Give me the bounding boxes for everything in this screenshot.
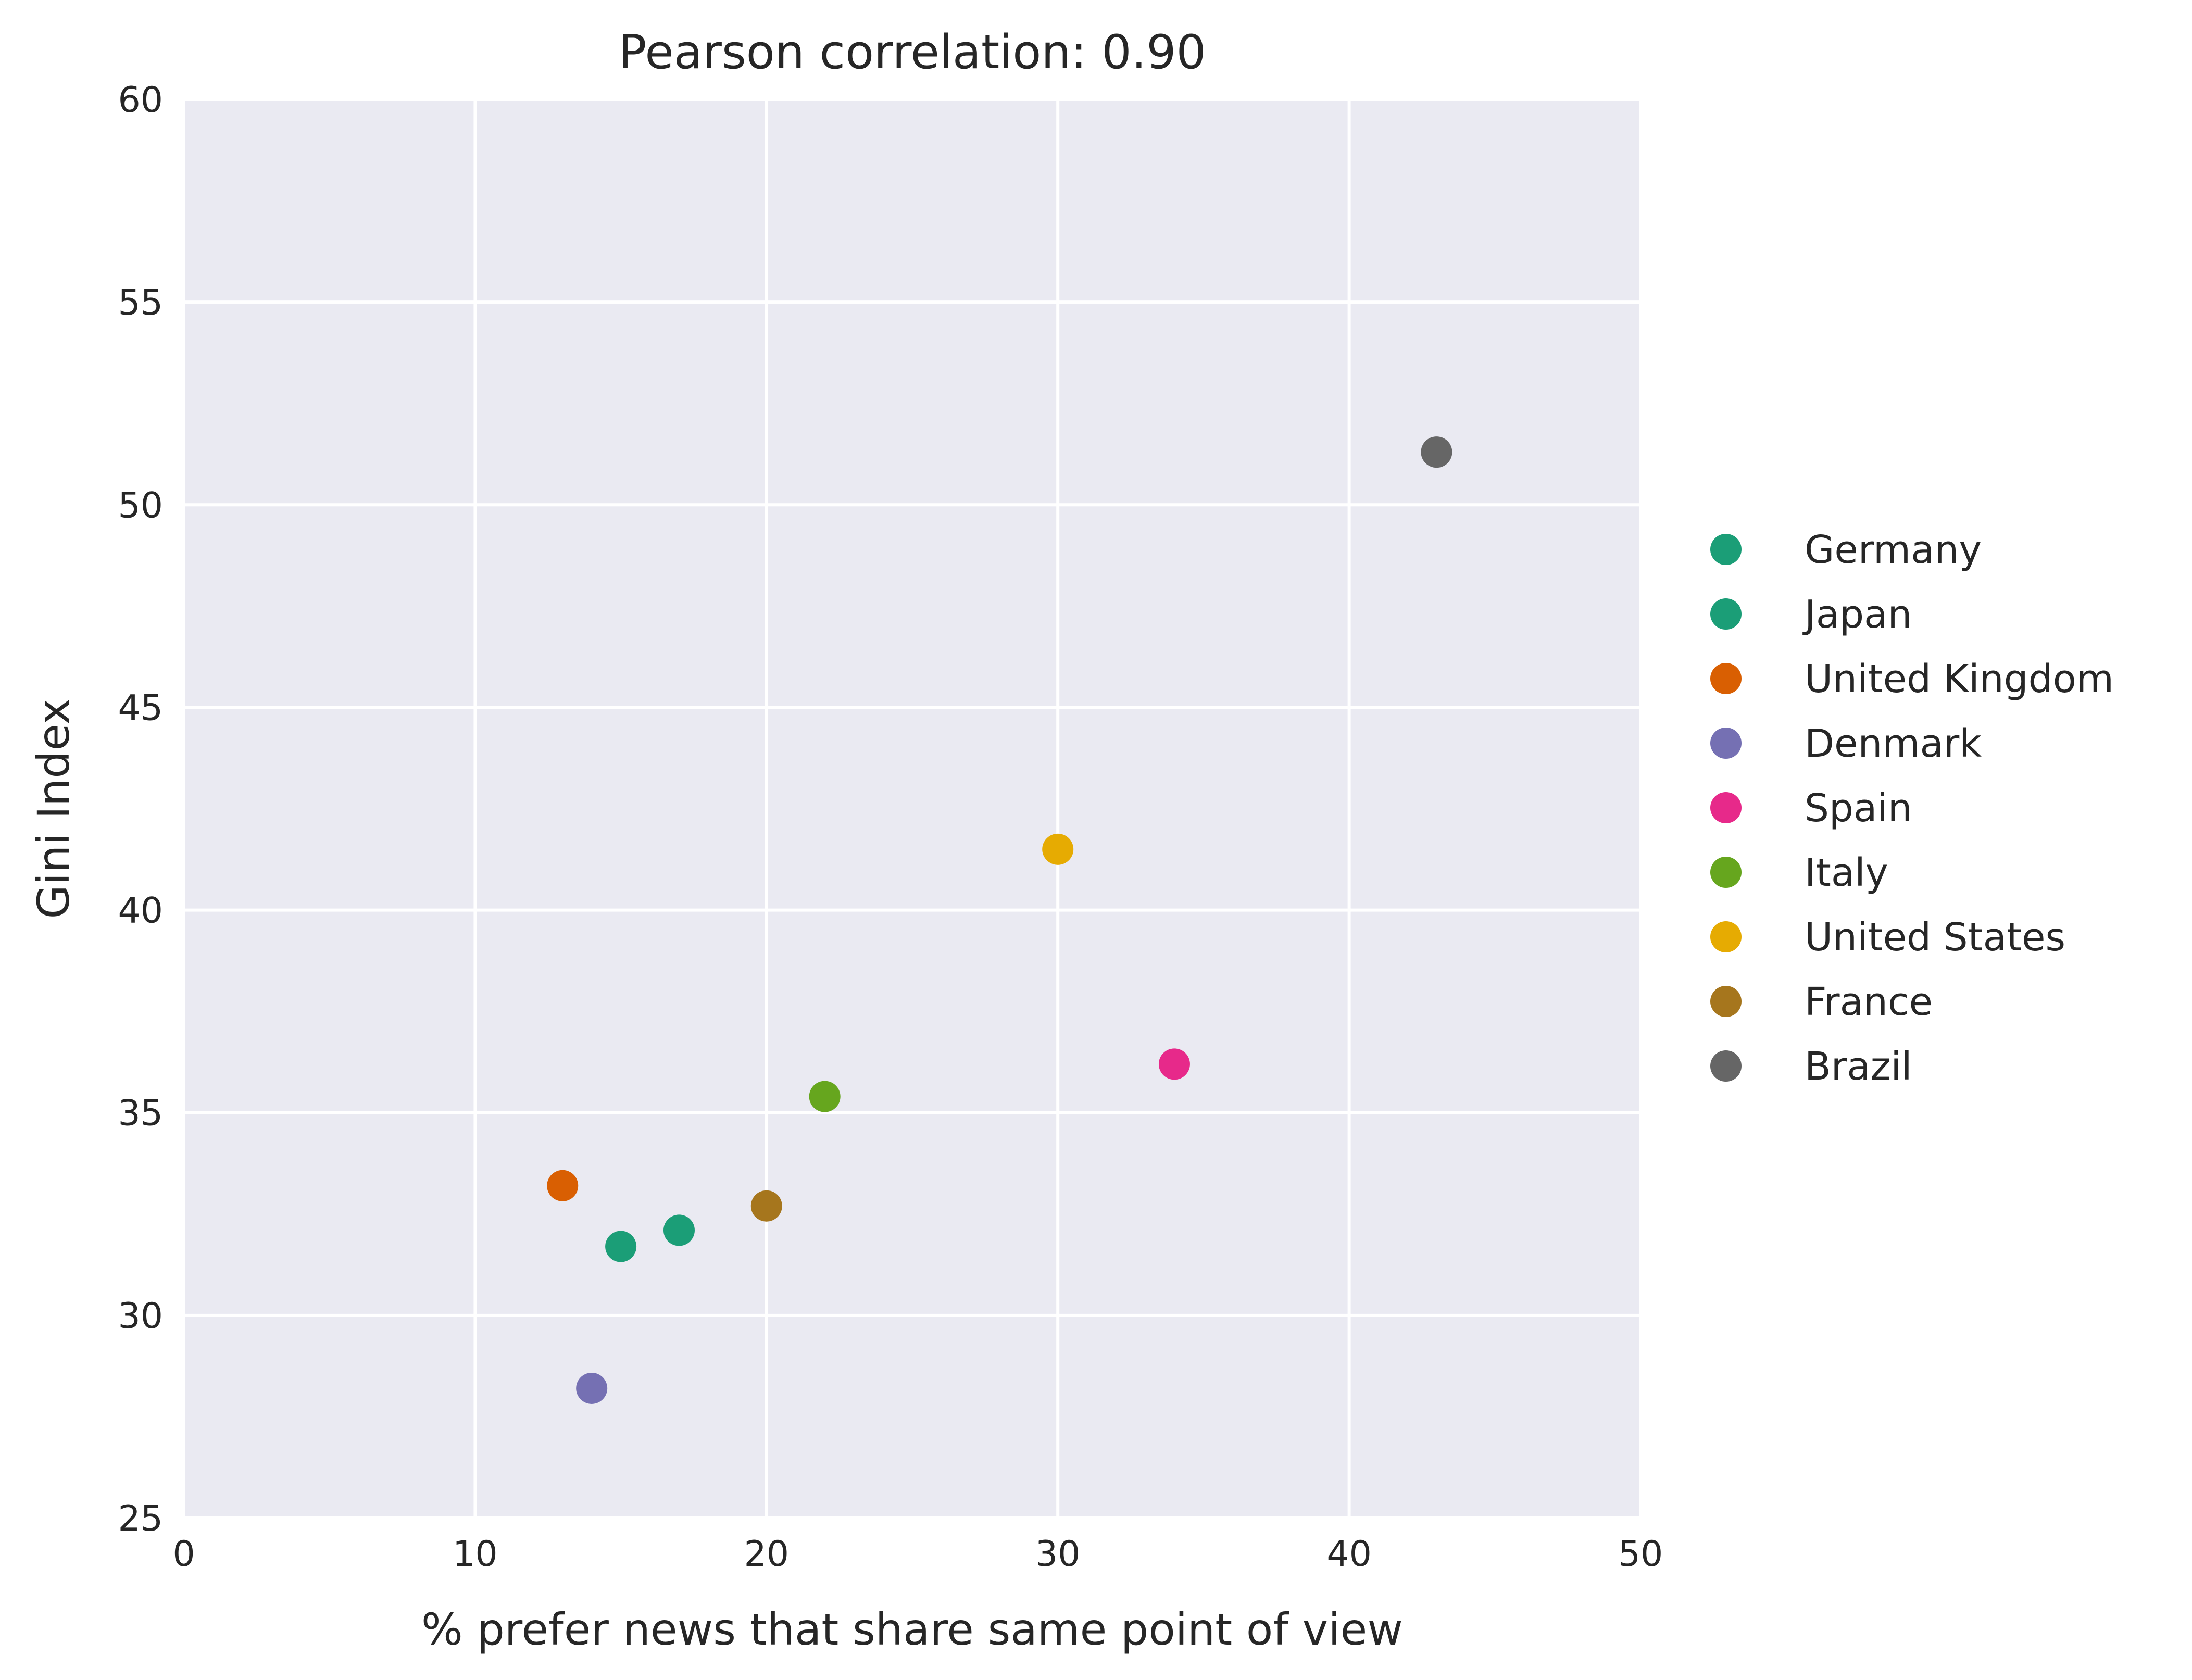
data-point xyxy=(809,1081,841,1112)
data-point xyxy=(750,1190,782,1222)
y-tick-label: 35 xyxy=(118,1093,163,1134)
legend-marker xyxy=(1710,663,1742,694)
x-tick-label: 0 xyxy=(172,1534,195,1575)
legend-label: Italy xyxy=(1805,850,1888,895)
data-point xyxy=(605,1231,637,1262)
data-point xyxy=(1158,1048,1190,1080)
legend-marker xyxy=(1710,534,1742,565)
x-tick-label: 40 xyxy=(1326,1534,1372,1575)
legend-marker xyxy=(1710,857,1742,888)
y-axis-title: Gini Index xyxy=(28,699,79,919)
y-tick-label: 30 xyxy=(118,1296,163,1337)
legend-label: Brazil xyxy=(1805,1044,1912,1089)
y-tick-label: 55 xyxy=(118,282,163,323)
plot-background xyxy=(184,99,1640,1518)
legend-marker xyxy=(1710,986,1742,1017)
y-tick-label: 50 xyxy=(118,485,163,526)
legend-label: Spain xyxy=(1805,786,1912,831)
data-point xyxy=(576,1372,608,1404)
legend-marker xyxy=(1710,728,1742,759)
data-point xyxy=(1421,436,1452,468)
legend-label: Germany xyxy=(1805,528,1982,572)
legend-marker xyxy=(1710,792,1742,823)
legend-label: United States xyxy=(1805,915,2065,960)
legend-label: France xyxy=(1805,980,1933,1024)
y-tick-labels: 25 30 35 40 45 50 55 60 xyxy=(118,80,163,1539)
y-tick-label: 60 xyxy=(118,80,163,121)
legend-label: United Kingdom xyxy=(1805,657,2114,701)
chart-title: Pearson correlation: 0.90 xyxy=(618,25,1206,80)
legend-marker xyxy=(1710,598,1742,630)
data-point xyxy=(663,1214,695,1246)
legend-marker xyxy=(1710,1050,1742,1082)
y-tick-label: 25 xyxy=(118,1498,163,1539)
x-tick-label: 10 xyxy=(453,1534,498,1575)
data-point xyxy=(1042,833,1074,865)
x-tick-labels: 0 10 20 30 40 50 xyxy=(172,1534,1663,1575)
y-tick-label: 45 xyxy=(118,687,163,729)
x-tick-label: 20 xyxy=(744,1534,790,1575)
x-tick-label: 30 xyxy=(1035,1534,1081,1575)
legend-marker xyxy=(1710,921,1742,952)
y-tick-label: 40 xyxy=(118,891,163,932)
data-point xyxy=(547,1170,579,1201)
legend-label: Denmark xyxy=(1805,721,1982,766)
gridlines xyxy=(182,98,1642,1520)
legend: Germany Japan United Kingdom Denmark Spain It… xyxy=(1710,528,2114,1089)
legend-label: Japan xyxy=(1802,592,1912,637)
data-points xyxy=(547,436,1452,1404)
x-tick-label: 50 xyxy=(1618,1534,1663,1575)
x-axis-title: % prefer news that share same point of v… xyxy=(421,1604,1403,1655)
